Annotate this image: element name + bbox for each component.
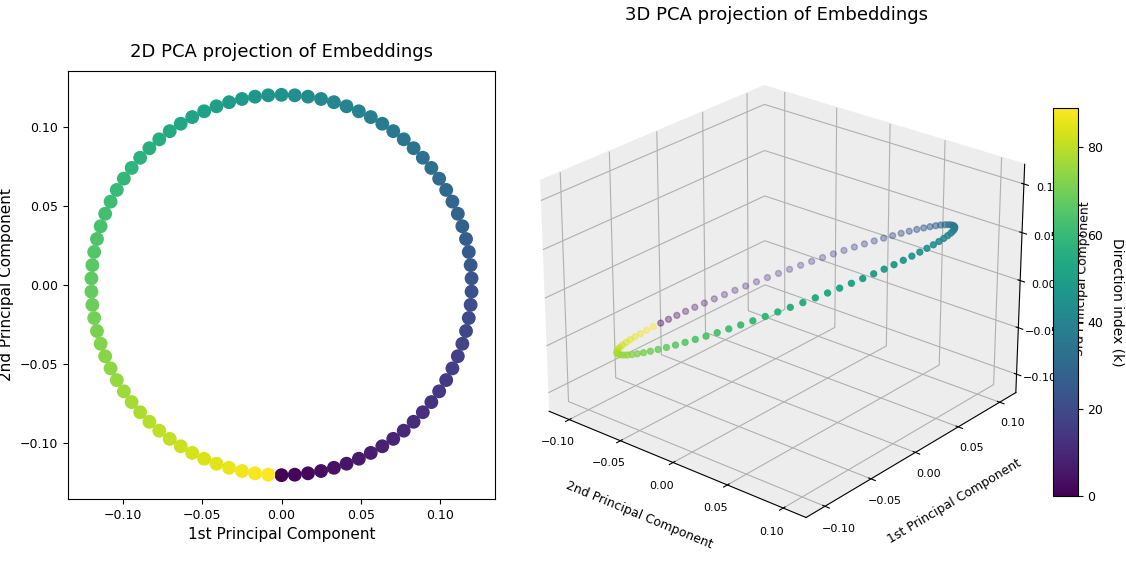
Point xyxy=(220,463,238,473)
Point xyxy=(272,90,291,99)
Point xyxy=(141,417,159,426)
Point xyxy=(245,92,263,101)
Point xyxy=(115,174,133,183)
Point xyxy=(115,387,133,396)
Point xyxy=(430,387,448,396)
Point xyxy=(373,119,391,128)
Point xyxy=(422,397,440,406)
X-axis label: 1st Principal Component: 1st Principal Component xyxy=(188,527,375,542)
Point xyxy=(91,222,109,231)
Point xyxy=(463,287,481,296)
Y-axis label: 1st Principal Component: 1st Principal Component xyxy=(886,457,1024,546)
Point xyxy=(462,300,480,310)
Point xyxy=(404,417,422,426)
Point xyxy=(131,153,149,162)
Point xyxy=(108,185,126,194)
Point xyxy=(463,274,481,283)
Point xyxy=(422,164,440,173)
Point xyxy=(184,112,202,121)
Point xyxy=(325,463,343,473)
Point xyxy=(233,466,251,475)
Point xyxy=(395,135,413,144)
Point xyxy=(350,454,368,463)
Point xyxy=(300,469,318,478)
Point xyxy=(361,112,379,121)
Point xyxy=(286,91,304,100)
Point xyxy=(350,107,368,116)
Point xyxy=(83,260,101,270)
Point xyxy=(172,119,190,128)
X-axis label: 2nd Principal Component: 2nd Principal Component xyxy=(564,479,715,551)
Point xyxy=(96,209,114,218)
Title: 3D PCA projection of Embeddings: 3D PCA projection of Embeddings xyxy=(625,6,929,25)
Point xyxy=(86,247,104,256)
Point xyxy=(430,174,448,183)
Point xyxy=(454,222,472,231)
Point xyxy=(83,300,101,310)
Point xyxy=(286,470,304,479)
Point xyxy=(338,459,356,469)
Point xyxy=(88,327,106,336)
Point xyxy=(245,469,263,478)
Point xyxy=(457,327,475,336)
Point xyxy=(259,91,277,100)
Point xyxy=(449,209,467,218)
Point xyxy=(96,352,114,361)
Point xyxy=(459,247,477,256)
Point xyxy=(338,101,356,111)
Point xyxy=(404,144,422,153)
Point xyxy=(101,197,119,206)
Point xyxy=(437,376,455,385)
Point xyxy=(161,127,179,136)
Point xyxy=(141,144,159,153)
Point xyxy=(325,97,343,107)
Point xyxy=(86,314,104,323)
Point xyxy=(454,339,472,348)
Point xyxy=(272,471,291,480)
Point xyxy=(82,287,100,296)
Point xyxy=(150,135,168,144)
Point xyxy=(459,314,477,323)
Point xyxy=(184,449,202,458)
Point xyxy=(220,97,238,107)
Point xyxy=(373,442,391,451)
Point xyxy=(108,376,126,385)
Point xyxy=(384,127,402,136)
Point xyxy=(361,449,379,458)
Point xyxy=(444,197,462,206)
Point xyxy=(207,101,225,111)
Point xyxy=(233,95,251,104)
Point xyxy=(82,274,100,283)
Point xyxy=(195,454,213,463)
Point xyxy=(150,426,168,435)
Point xyxy=(449,352,467,361)
Point xyxy=(395,426,413,435)
Point xyxy=(414,153,432,162)
Point xyxy=(312,95,330,104)
Point xyxy=(414,408,432,417)
Point xyxy=(88,234,106,243)
Point xyxy=(462,260,480,270)
Point xyxy=(444,364,462,373)
Point xyxy=(384,434,402,443)
Point xyxy=(195,107,213,116)
Point xyxy=(457,234,475,243)
Title: 2D PCA projection of Embeddings: 2D PCA projection of Embeddings xyxy=(129,43,434,61)
Point xyxy=(300,92,318,101)
Point xyxy=(123,397,141,406)
Point xyxy=(312,466,330,475)
Point xyxy=(91,339,109,348)
Point xyxy=(259,470,277,479)
Point xyxy=(101,364,119,373)
Point xyxy=(172,442,190,451)
Point xyxy=(437,185,455,194)
Point xyxy=(131,408,149,417)
Point xyxy=(207,459,225,469)
Y-axis label: Direction index (k): Direction index (k) xyxy=(1110,238,1124,367)
Point xyxy=(123,164,141,173)
Point xyxy=(161,434,179,443)
Y-axis label: 2nd Principal Component: 2nd Principal Component xyxy=(0,189,14,381)
